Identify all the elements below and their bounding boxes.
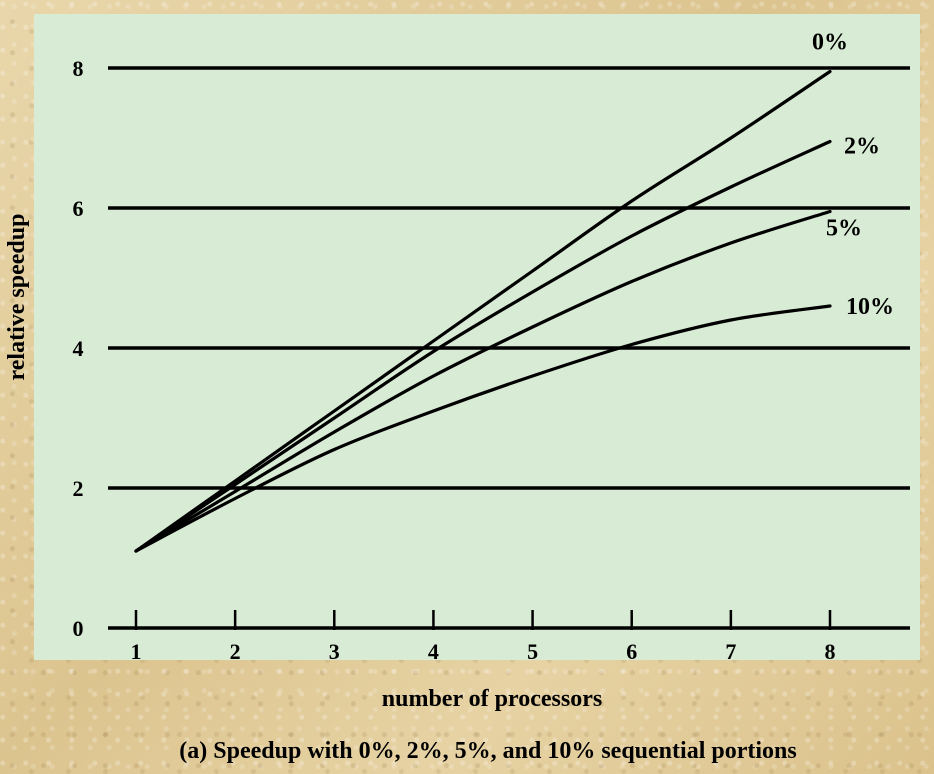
x-tick-label-8: 8	[825, 639, 836, 664]
series-line-2pct	[134, 139, 832, 553]
y-tick-label-0: 0	[73, 616, 84, 641]
y-tick-label-4: 4	[73, 336, 84, 361]
x-tick-label-4: 4	[428, 639, 439, 664]
y-tick-labels: 0 2 4 6 8	[73, 56, 84, 641]
series-label-0pct: 0%	[812, 30, 848, 56]
x-tick-label-1: 1	[131, 639, 142, 664]
series-lines	[134, 69, 832, 553]
x-tick-label-7: 7	[725, 639, 736, 664]
x-axis-title: number of processors	[382, 686, 602, 712]
x-axis	[108, 610, 910, 630]
y-tick-label-6: 6	[73, 196, 84, 221]
plot-panel	[34, 14, 920, 660]
series-line-5pct	[134, 209, 832, 553]
gridlines	[108, 66, 910, 490]
x-tick-label-6: 6	[626, 639, 637, 664]
series-labels: 0% 2% 5% 10%	[812, 30, 894, 321]
series-line-0pct	[134, 69, 832, 553]
x-tick-label-5: 5	[527, 639, 538, 664]
series-label-5pct: 5%	[826, 216, 862, 242]
y-tick-label-2: 2	[73, 476, 84, 501]
y-axis-title: relative speedup	[4, 214, 30, 381]
x-tick-labels: 1 2 3 4 5 6 7 8	[131, 639, 836, 664]
y-tick-label-8: 8	[73, 56, 84, 81]
chart-caption: (a) Speedup with 0%, 2%, 5%, and 10% seq…	[179, 738, 796, 764]
x-tick-label-3: 3	[329, 639, 340, 664]
series-label-10pct: 10%	[846, 294, 894, 320]
x-tick-label-2: 2	[230, 639, 241, 664]
series-label-2pct: 2%	[844, 134, 880, 160]
series-line-10pct	[134, 304, 832, 553]
